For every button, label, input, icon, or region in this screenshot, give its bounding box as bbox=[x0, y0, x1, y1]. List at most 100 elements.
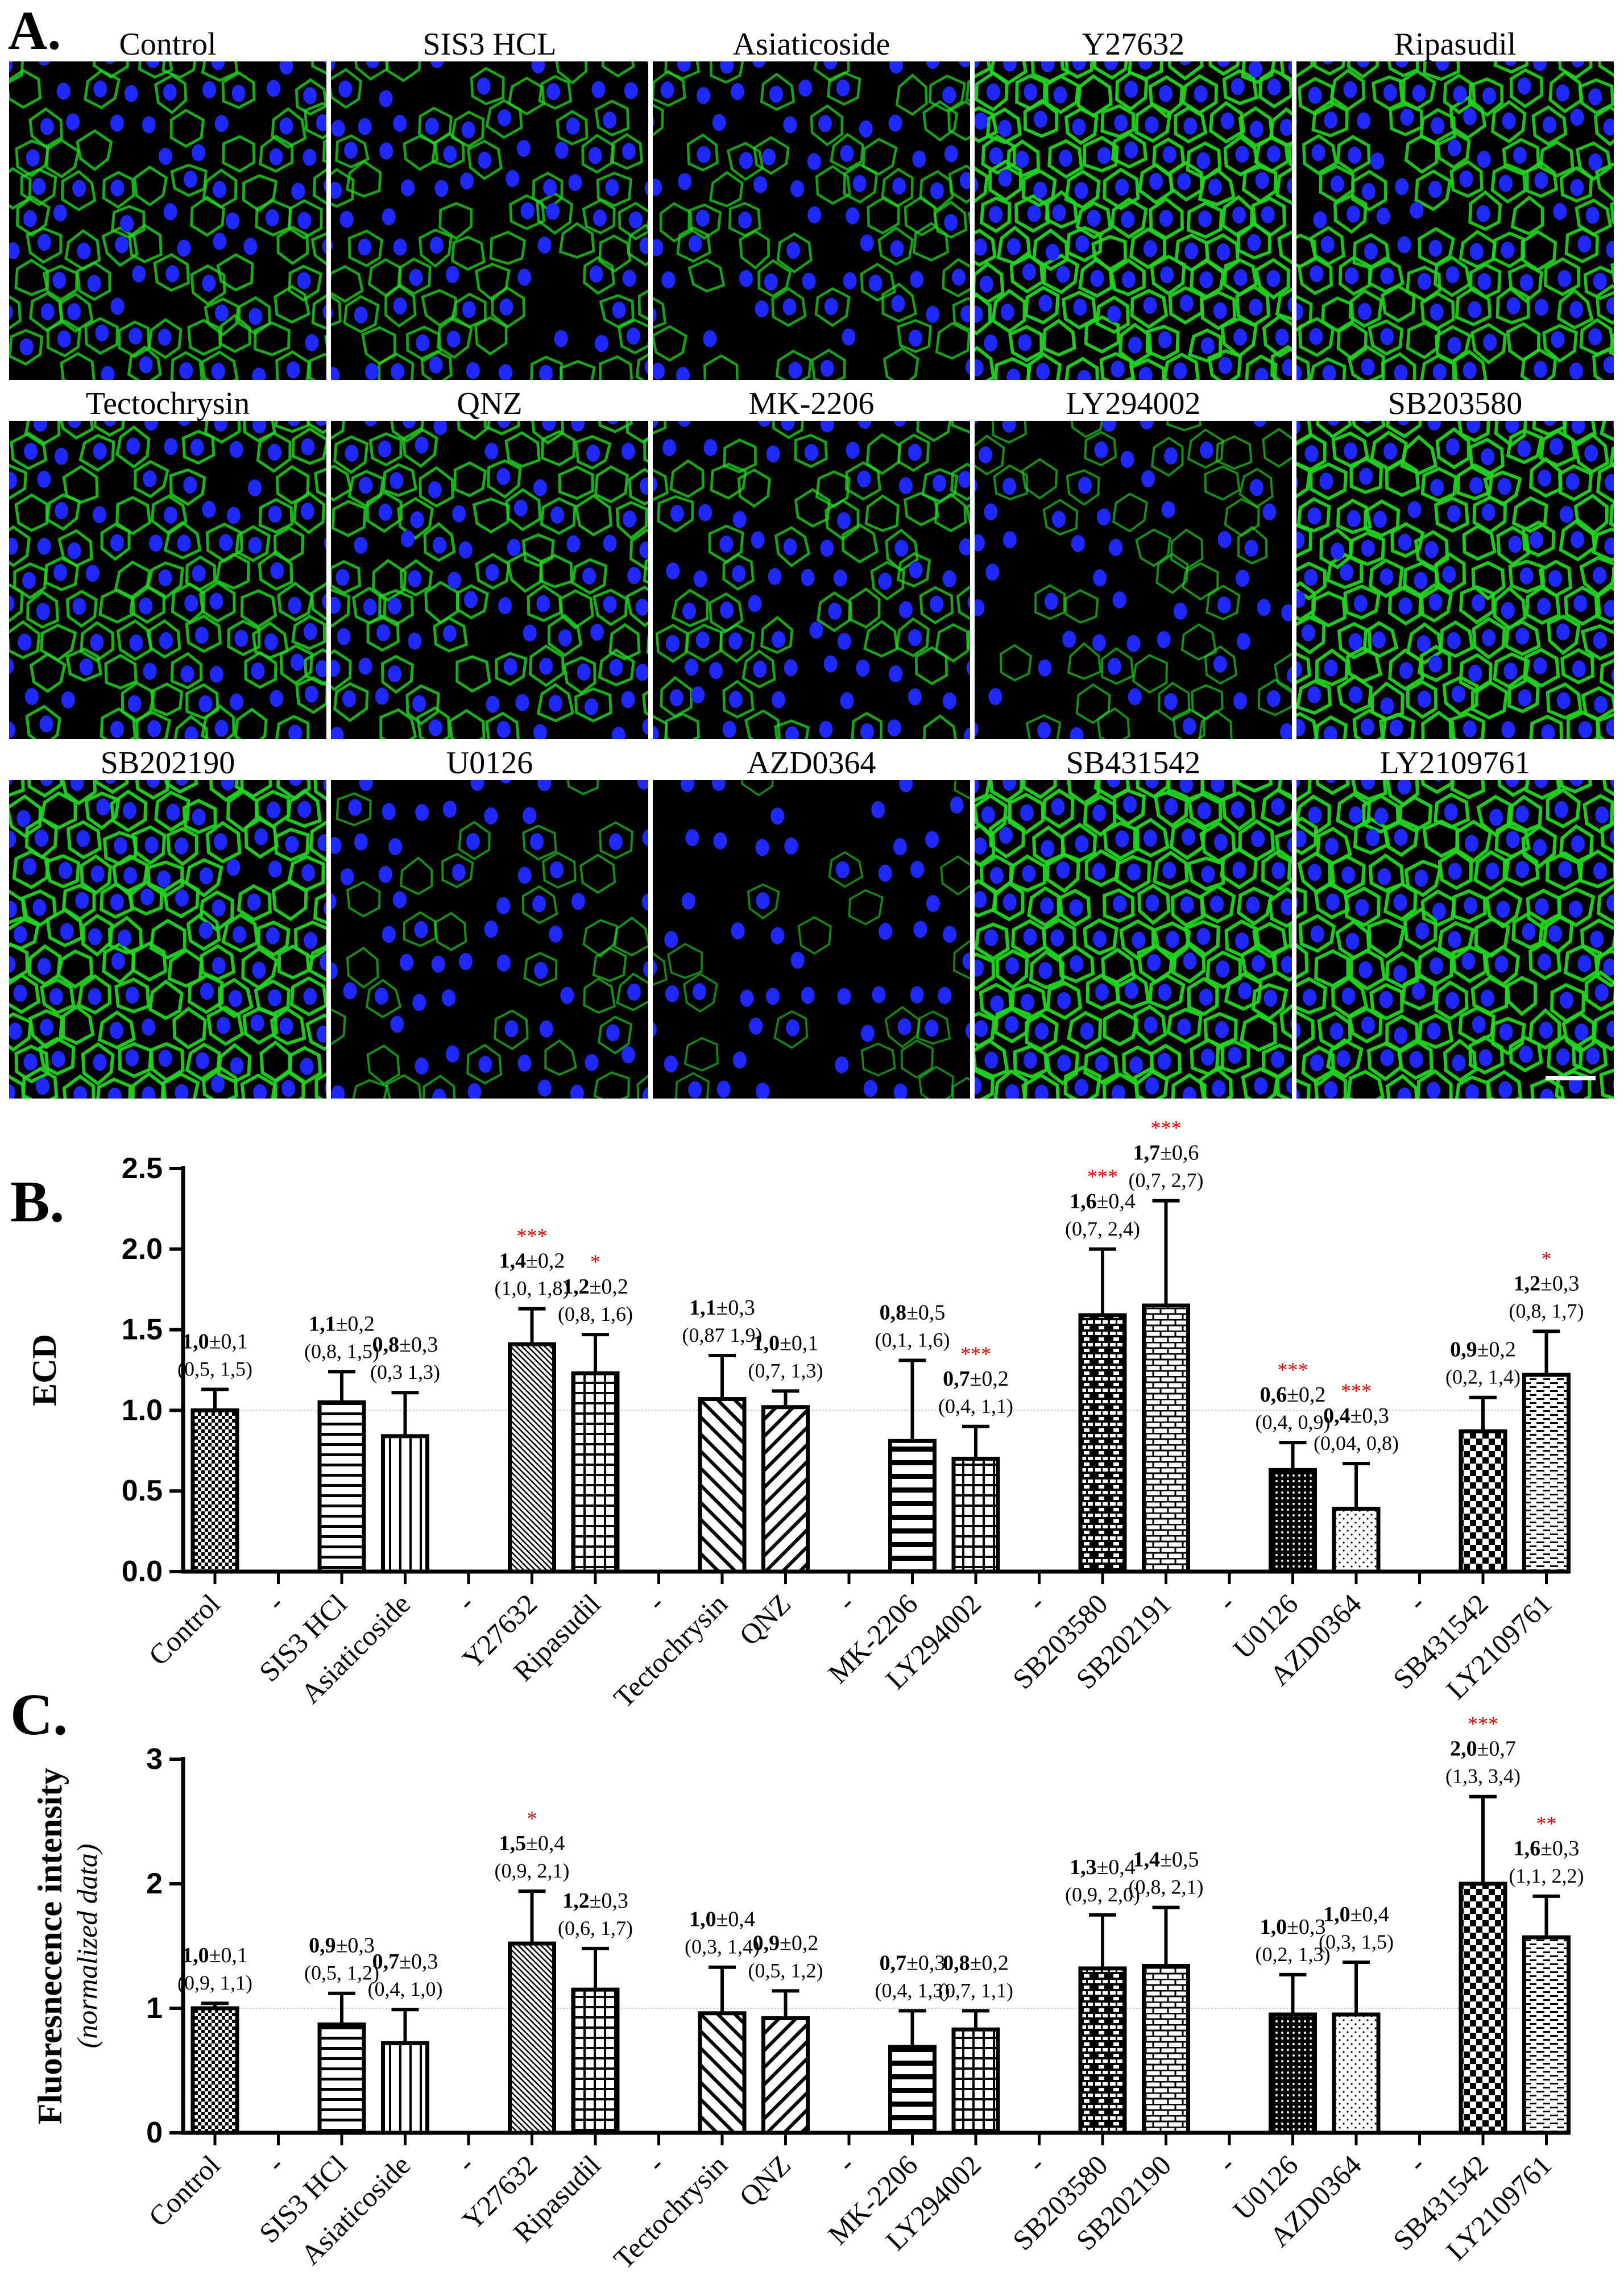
stat-mean-sd: 1,0±0,1 bbox=[182, 1943, 248, 1967]
significance-marker: *** bbox=[1468, 1713, 1498, 1735]
cell-network bbox=[331, 421, 648, 739]
stat-mean-sd: 0,8±0,5 bbox=[880, 1300, 946, 1324]
bar-group-ly294002: (0,4, 1,1) 0,7±0,2*** bbox=[938, 1342, 1013, 1574]
stat-mean-sd: 1,2±0,3 bbox=[562, 1889, 628, 1913]
stat-ci: (0,7, 2,7) bbox=[1129, 1169, 1204, 1192]
stat-ci: (0,8, 1,5) bbox=[304, 1340, 379, 1362]
bar-sb202190 bbox=[1142, 1964, 1190, 2135]
stat-mean-sd: 1,5±0,4 bbox=[499, 1831, 565, 1855]
stat-ci: (0,6, 1,7) bbox=[558, 1917, 633, 1939]
x-tick-label-separator: - bbox=[1021, 1588, 1050, 1617]
stat-sd: ±0,3 bbox=[1350, 1404, 1389, 1428]
micrograph-tectochrysin bbox=[9, 421, 326, 739]
scale-bar bbox=[1546, 1076, 1596, 1080]
bar-group-mk-2206: (0,4, 1,3) 0,7±0,3 bbox=[875, 1951, 950, 2135]
bar-control bbox=[190, 1408, 239, 1574]
bar-mk-2206 bbox=[888, 1439, 937, 1574]
cell-network bbox=[653, 421, 970, 739]
bar-group-u0126: (0,4, 0,9) 0,6±0,2*** bbox=[1256, 1358, 1330, 1574]
x-tick-label-separator: - bbox=[260, 1588, 289, 1617]
significance-marker: *** bbox=[1278, 1358, 1308, 1381]
micrograph-title-sb202190: SB202190 bbox=[101, 745, 235, 781]
bar-group-azd0364: (0,3, 1,5) 1,0±0,4 bbox=[1319, 1903, 1394, 2135]
stat-sd: ±0,3 bbox=[716, 1296, 755, 1320]
stat-mean: 1,5 bbox=[499, 1831, 527, 1855]
micrograph-sb431542 bbox=[975, 780, 1292, 1099]
stat-ci: (0,9, 1,1) bbox=[177, 1971, 252, 1994]
stat-sd: ±0,2 bbox=[780, 1931, 818, 1955]
stat-mean-sd: 0,7±0,3 bbox=[880, 1951, 946, 1975]
stat-ci: (0,3 1,3) bbox=[370, 1361, 440, 1383]
bar-group-tectochrysin: (0,87 1,9) 1,1±0,3 bbox=[682, 1296, 763, 1574]
stat-ci: (1,0, 1,8) bbox=[495, 1277, 570, 1300]
micrograph-title-ly2109761: LY2109761 bbox=[1379, 745, 1530, 781]
stat-sd: ±0,3 bbox=[399, 1950, 438, 1974]
stat-sd: ±0,3 bbox=[336, 1934, 375, 1958]
stat-sd: ±0,1 bbox=[209, 1943, 248, 1967]
x-tick-label-qnz: QNZ bbox=[733, 2149, 797, 2212]
micrograph-title-asiaticoside: Asiaticoside bbox=[733, 27, 890, 62]
bar-group-ripasudil: (0,8, 1,6) 1,2±0,2* bbox=[558, 1250, 633, 1574]
stat-mean-sd: 0,9±0,3 bbox=[309, 1934, 375, 1958]
cell-network bbox=[9, 61, 326, 380]
y-tick-label: 0.0 bbox=[122, 1555, 163, 1588]
stat-mean-sd: 0,9±0,2 bbox=[1450, 1338, 1516, 1362]
bar-sb431542 bbox=[1459, 1429, 1507, 1574]
stat-mean-sd: 1,6±0,3 bbox=[1514, 1837, 1580, 1860]
nuclei bbox=[975, 61, 1292, 380]
bar-sb431542 bbox=[1459, 1881, 1507, 2135]
stat-mean: 1,2 bbox=[1514, 1271, 1541, 1295]
stat-mean-sd: 1,0±0,3 bbox=[1260, 1915, 1326, 1939]
x-tick-label-tectochrysin: Tectochrysin bbox=[607, 2149, 734, 2275]
nuclei bbox=[1296, 61, 1614, 380]
significance-marker: *** bbox=[960, 1342, 991, 1365]
x-tick-label-separator: - bbox=[831, 1588, 860, 1617]
stat-mean-sd: 0,7±0,3 bbox=[372, 1950, 438, 1974]
significance-marker: *** bbox=[1151, 1117, 1182, 1139]
stat-mean: 0,8 bbox=[943, 1951, 970, 1975]
stat-ci: (0,2, 1,3) bbox=[1256, 1943, 1331, 1966]
bar-ripasudil bbox=[571, 1987, 620, 2135]
bar-asiaticoside bbox=[381, 2041, 429, 2135]
micrograph-background bbox=[331, 780, 648, 1099]
bar-ly2109761 bbox=[1522, 1935, 1571, 2135]
stat-ci: (0,87 1,9) bbox=[682, 1324, 763, 1346]
micrograph-azd0364 bbox=[653, 780, 970, 1099]
bar-group-ly294002: (0,7, 1,1) 0,8±0,2 bbox=[938, 1951, 1013, 2135]
stat-mean-sd: 0,8±0,2 bbox=[943, 1951, 1009, 1975]
y-tick-label: 1 bbox=[146, 1992, 163, 2025]
stat-sd: ±0,1 bbox=[780, 1331, 818, 1355]
bar-sis3-hcl bbox=[317, 1400, 366, 1574]
x-tick-label-control: Control bbox=[142, 2149, 226, 2233]
stat-sd: ±0,3 bbox=[1540, 1837, 1579, 1860]
bar-asiaticoside bbox=[381, 1434, 429, 1574]
bar-group-ly2109761: (1,1, 2,2) 1,6±0,3** bbox=[1509, 1812, 1584, 2135]
micrograph-title-ly294002: LY294002 bbox=[1066, 386, 1200, 421]
microscopy-panel-grid: Control SIS3 HCL Asiaticoside Y27632 Ripasud… bbox=[9, 27, 1614, 1099]
stat-mean: 1,2 bbox=[562, 1275, 590, 1299]
significance-marker: *** bbox=[1087, 1165, 1118, 1188]
micrograph-background bbox=[653, 780, 970, 1099]
stat-sd: ±0,4 bbox=[526, 1831, 565, 1855]
stat-mean: 1,0 bbox=[1260, 1915, 1287, 1939]
bar-u0126 bbox=[1269, 1468, 1317, 1574]
stat-sd: ±0,4 bbox=[1097, 1855, 1136, 1879]
micrograph-title-sb203580: SB203580 bbox=[1388, 386, 1523, 421]
y-tick-label: 2 bbox=[146, 1867, 163, 1900]
stat-ci: (0,04, 0,8) bbox=[1314, 1432, 1399, 1454]
micrograph-title-mk-2206: MK-2206 bbox=[749, 386, 875, 421]
x-tick-label-separator: - bbox=[641, 2149, 670, 2178]
stat-sd: ±0,4 bbox=[716, 1908, 755, 1932]
bar-group-sb203580: (0,9, 2,0) 1,3±0,4 bbox=[1065, 1855, 1140, 2135]
panel-b-label: B. bbox=[10, 1169, 64, 1234]
micrograph-ripasudil bbox=[1296, 61, 1614, 380]
stat-ci: (1,1, 2,2) bbox=[1509, 1864, 1584, 1887]
stat-mean: 0,4 bbox=[1323, 1404, 1350, 1428]
nuclei bbox=[1296, 421, 1614, 739]
bar-group-control: (0,5, 1,5) 1,0±0,1 bbox=[177, 1330, 252, 1574]
cell-network bbox=[653, 61, 970, 380]
stat-sd: ±0,2 bbox=[970, 1951, 1009, 1975]
micrograph-qnz bbox=[331, 421, 648, 739]
bar-group-y27632: (0,9, 2,1) 1,5±0,4* bbox=[495, 1807, 569, 2135]
